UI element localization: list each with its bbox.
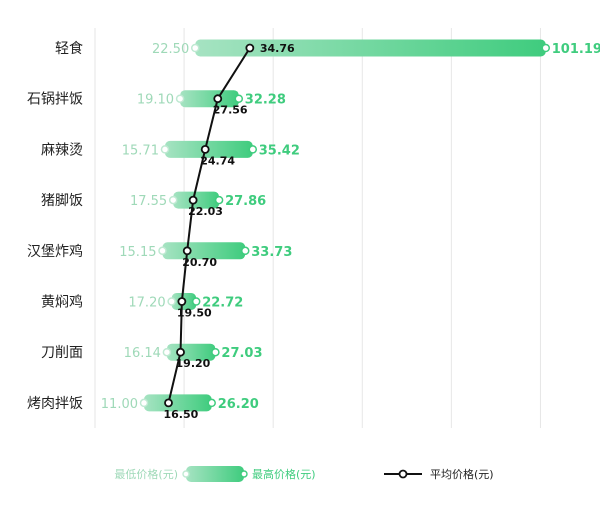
range-bar <box>162 242 246 260</box>
min-value-label: 15.15 <box>119 245 156 260</box>
max-cap-point <box>541 43 551 53</box>
min-value-label: 17.20 <box>128 296 165 311</box>
min-value-label: 15.71 <box>122 143 159 158</box>
average-point <box>245 43 255 53</box>
min-value-label: 11.00 <box>101 397 138 412</box>
min-value-label: 19.10 <box>137 93 174 108</box>
legend-max-label: 最高价格(元) <box>252 467 316 481</box>
average-line <box>167 47 251 404</box>
range-bar <box>195 39 546 57</box>
category-label: 汉堡炸鸡 <box>27 243 83 260</box>
category-label: 烤肉拌饭 <box>27 396 83 412</box>
max-cap-point <box>248 145 258 154</box>
average-point <box>176 347 185 357</box>
label-layer: 轻食 22.50 101.19 石锅拌饭 19.10 32.28 麻辣烫 15.71 35.42… <box>27 40 600 421</box>
category-label: 猪脚饭 <box>41 193 83 209</box>
max-value-label: 33.73 <box>251 245 292 260</box>
max-cap-point <box>191 297 201 306</box>
legend-range-bar-swatch <box>186 466 244 482</box>
legend-average-point <box>398 469 408 479</box>
average-point <box>213 94 223 104</box>
max-cap-point <box>211 347 220 357</box>
legend-min-label: 最低价格(元) <box>114 467 178 481</box>
average-value-label: 16.50 <box>164 408 199 421</box>
average-value-label: 19.20 <box>176 357 211 370</box>
min-cap-point <box>167 297 176 306</box>
legend-max-cap <box>240 470 248 478</box>
max-value-label: 32.28 <box>245 93 286 108</box>
average-point <box>177 297 187 306</box>
min-value-label: 17.55 <box>130 194 167 209</box>
min-value-label: 16.14 <box>124 346 161 361</box>
min-cap-point <box>168 195 178 205</box>
category-label: 黄焖鸡 <box>41 294 83 311</box>
legend: 最低价格(元) 最高价格(元) 平均价格(元) <box>114 466 494 482</box>
min-cap-point <box>158 246 167 256</box>
average-point <box>188 195 198 205</box>
bar-layer <box>139 39 551 412</box>
average-line-layer <box>164 43 255 408</box>
max-cap-point <box>234 94 244 103</box>
category-label: 石锅拌饭 <box>27 92 83 108</box>
category-label: 刀削面 <box>41 345 83 361</box>
range-bar <box>180 90 239 108</box>
max-cap-point <box>214 195 224 205</box>
category-label: 轻食 <box>55 40 83 57</box>
category-label: 麻辣烫 <box>41 142 83 158</box>
average-value-label: 20.70 <box>182 256 217 269</box>
average-point <box>182 246 192 256</box>
average-point <box>200 144 210 154</box>
min-cap-point <box>175 94 185 103</box>
max-cap-point <box>207 398 216 408</box>
average-value-label: 34.76 <box>260 42 295 55</box>
min-cap-point <box>160 145 170 154</box>
average-value-label: 27.56 <box>213 104 248 117</box>
max-value-label: 27.86 <box>225 194 266 209</box>
average-value-label: 22.03 <box>188 205 223 218</box>
max-value-label: 101.19 <box>552 42 600 57</box>
max-value-label: 27.03 <box>221 346 262 361</box>
min-cap-point <box>139 398 149 408</box>
min-cap-point <box>190 43 200 53</box>
min-cap-point <box>162 347 172 357</box>
max-value-label: 22.72 <box>202 296 243 311</box>
max-value-label: 26.20 <box>218 397 259 412</box>
range-bar <box>144 394 212 412</box>
max-cap-point <box>241 246 250 256</box>
average-point <box>164 398 173 408</box>
legend-min-cap <box>182 470 190 478</box>
legend-average-label: 平均价格(元) <box>430 467 494 481</box>
max-value-label: 35.42 <box>259 143 300 158</box>
average-value-label: 24.74 <box>200 154 235 167</box>
min-value-label: 22.50 <box>152 42 189 57</box>
average-value-label: 19.50 <box>177 307 212 320</box>
grid-layer <box>94 28 541 428</box>
